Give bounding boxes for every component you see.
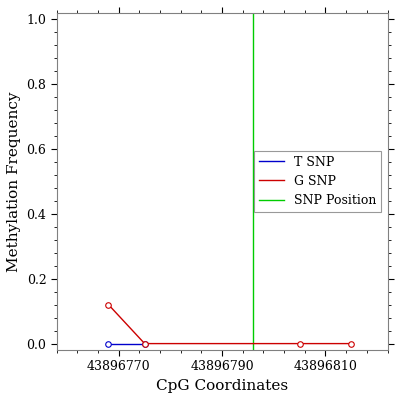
Legend: T SNP, G SNP, SNP Position: T SNP, G SNP, SNP Position <box>254 150 381 212</box>
Y-axis label: Methylation Frequency: Methylation Frequency <box>7 91 21 272</box>
X-axis label: CpG Coordinates: CpG Coordinates <box>156 379 288 393</box>
